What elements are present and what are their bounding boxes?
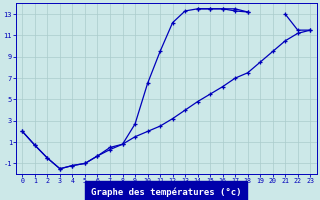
X-axis label: Graphe des températures (°c): Graphe des températures (°c) bbox=[91, 187, 242, 197]
